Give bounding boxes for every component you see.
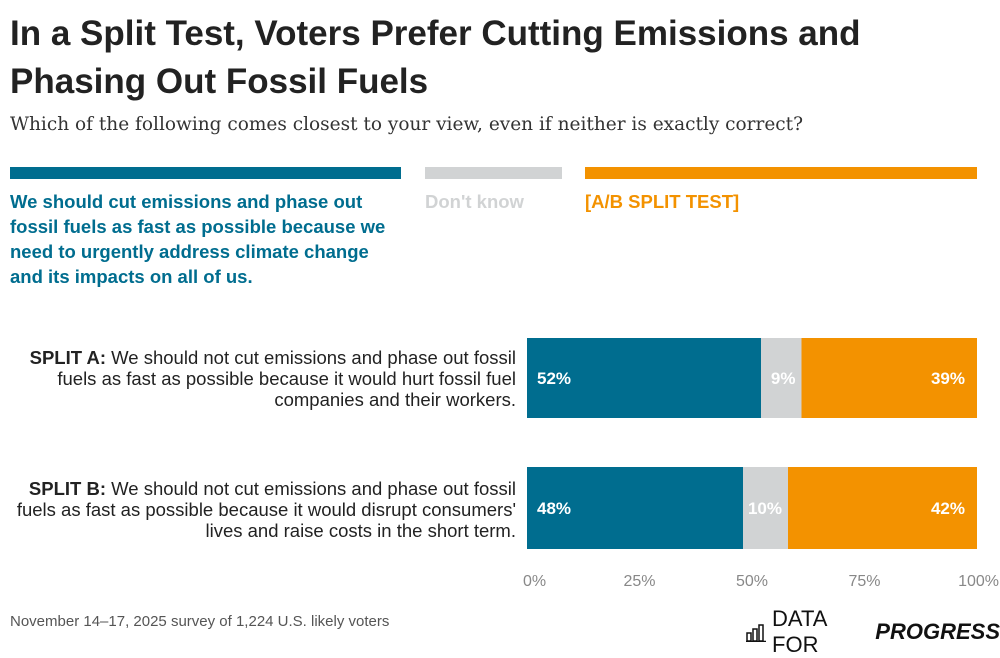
x-tick-label: 25% [623,573,655,590]
x-tick-label: 50% [736,573,768,590]
footer-source: November 14–17, 2025 survey of 1,224 U.S… [10,613,390,630]
row-prefix: SPLIT A: [29,347,107,368]
row-text: We should not cut emissions and phase ou… [16,478,516,541]
bar-segment [527,338,761,418]
data-label: 10% [748,499,782,518]
logo-text: DATA FOR [772,606,827,657]
row-prefix: SPLIT B: [28,478,107,499]
legend-label: We should cut emissions and phase out fo… [10,191,386,287]
legend-label-text: [A/B SPLIT TEST] [585,191,740,212]
logo-text-bold: PROGRESS [875,619,1000,644]
legend-swatch [585,167,977,179]
x-tick-label: 75% [848,573,880,590]
bar-chart: 52% 9% 39% 48% 10% 42% 0% 25% 50% 75% 100% [523,338,999,590]
legend-label: [A/B SPLIT TEST] [585,189,977,214]
row-label-split-a: SPLIT A: We should not cut emissions and… [0,347,516,410]
row-text: We should not cut emissions and phase ou… [57,347,516,410]
chart-subtitle: Which of the following comes closest to … [10,114,804,135]
x-tick-label: 100% [958,573,999,590]
bar-segment [743,467,788,549]
row-label-split-b: SPLIT B: We should not cut emissions and… [0,478,516,541]
data-label: 48% [537,499,571,518]
legend-item-split: [A/B SPLIT TEST] [585,167,977,214]
data-label: 39% [931,369,965,388]
data-label: 42% [931,499,965,518]
legend-swatch [10,167,401,179]
bar-segment [801,338,977,418]
data-label: 9% [771,369,796,388]
data-label: 52% [537,369,571,388]
legend-item-cut: We should cut emissions and phase out fo… [10,167,401,289]
logo: DATA FOR PROGRESS [746,606,1000,658]
bar-segment [761,338,802,418]
chart-title: In a Split Test, Voters Prefer Cutting E… [10,14,861,101]
legend-label: Don't know [425,191,524,212]
legend-swatch [425,167,562,179]
bar-segment [788,467,977,549]
bar-segment [527,467,743,549]
legend-item-dontknow: Don't know [425,167,562,214]
x-tick-label: 0% [523,573,546,590]
bar-chart-logo-icon [746,624,767,642]
